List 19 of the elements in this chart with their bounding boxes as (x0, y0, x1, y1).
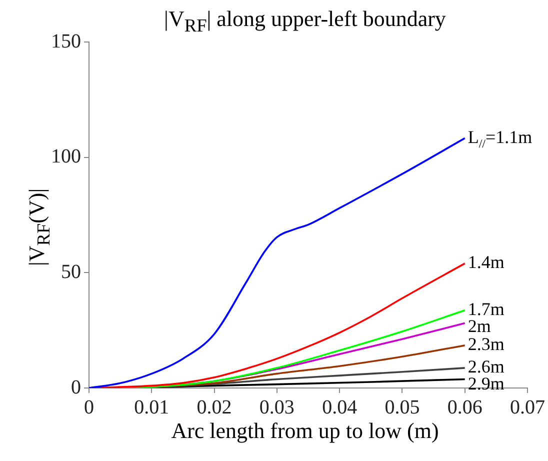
series-label: 2m (468, 316, 491, 336)
x-tick-label: 0.04 (322, 396, 358, 418)
x-tick-label: 0.01 (134, 396, 170, 418)
line-series (89, 137, 466, 388)
series-label: 1.7m (468, 299, 504, 319)
series-label: 1.4m (468, 252, 504, 272)
x-tick-label: 0.05 (384, 396, 420, 418)
y-tick-label: 0 (71, 376, 81, 398)
y-tick-label: 50 (61, 260, 81, 283)
x-tick-label: 0.03 (259, 396, 294, 418)
x-tick-label: 0.06 (447, 396, 482, 418)
x-tick-label: 0.07 (510, 396, 545, 418)
y-tick-label: 100 (51, 146, 81, 168)
series-label: 2.3m (468, 334, 504, 354)
y-tick-label: 150 (51, 30, 81, 52)
x-tick-label: 0.02 (196, 396, 232, 418)
chart-title: |V$_{RF}$| along upper-left boundary (163, 6, 447, 36)
series-label: L//=1.1m (468, 126, 532, 150)
x-axis-title: Arc length from up to low (m) (170, 418, 440, 444)
